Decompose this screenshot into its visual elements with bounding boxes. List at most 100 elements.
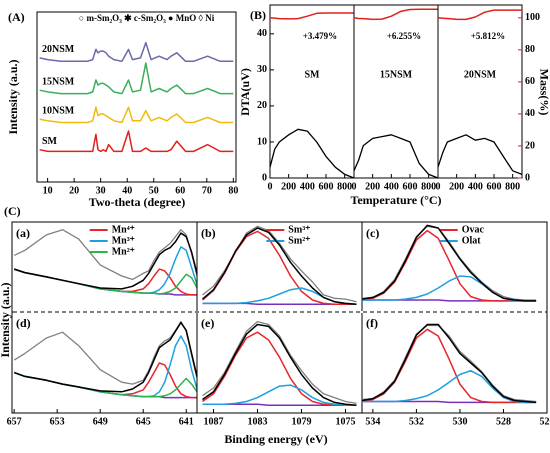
marker-key: ○ m-Sm₂O₃ ✱ c-Sm₂O₃ ● MnO ◊ Ni — [79, 13, 215, 23]
x-tick-label: 600 — [487, 181, 502, 192]
subplot-title: (a) — [16, 226, 30, 240]
subplot-title: 20NSM — [464, 69, 497, 80]
x-tick-label: 50 — [149, 185, 159, 196]
x-tick-label: 649 — [93, 416, 108, 427]
series-line — [39, 62, 234, 95]
plot-frame — [36, 11, 237, 183]
x-tick-label: 200 — [365, 181, 380, 192]
x-tick-label: 30 — [96, 185, 106, 196]
x-tick-label: 20 — [69, 185, 79, 196]
x-tick-label: 800 — [505, 181, 520, 192]
x-tick-label: 1079 — [292, 416, 312, 427]
series-line — [13, 229, 198, 281]
y2-tick-label: 0 — [525, 172, 530, 183]
series-line — [13, 232, 198, 290]
x-tick-label: 1083 — [248, 416, 268, 427]
y-tick-label: 30 — [257, 64, 267, 75]
series-label: 15NSM — [42, 76, 75, 87]
x-tick-label: 70 — [202, 185, 212, 196]
x-tick-label: 200 — [449, 181, 464, 192]
y2-tick-label: 40 — [525, 108, 535, 119]
x-tick-label: 1087 — [204, 416, 224, 427]
subplot-title: SM — [305, 69, 321, 80]
x-tick-label: 0 — [436, 181, 441, 192]
x-tick-label: 400 — [468, 181, 483, 192]
x-tick-label: 600 — [403, 181, 418, 192]
x-tick-label: 0 — [352, 181, 357, 192]
series-line — [353, 8, 438, 21]
legend-label: Sm²⁺ — [288, 235, 310, 246]
subplot-title: 15NSM — [380, 69, 413, 80]
x-axis-label: Two-theta (degree) — [89, 195, 186, 209]
annotation: +5.812% — [471, 31, 505, 41]
x-tick-label: 641 — [179, 416, 194, 427]
series-line — [362, 369, 537, 404]
series-line — [39, 106, 234, 124]
x-tick-label: 528 — [496, 416, 511, 427]
legend-label: Mn³⁺ — [112, 235, 135, 246]
series-line — [269, 128, 355, 179]
subplot-title: (f) — [366, 316, 378, 330]
x-tick-label: 534 — [365, 416, 380, 427]
series-line — [269, 12, 354, 20]
x-tick-label: 600 — [319, 181, 334, 192]
plot-frame — [437, 4, 523, 179]
y-tick-label: 40 — [257, 28, 267, 39]
series-line — [202, 331, 357, 407]
legend-label: Olat — [462, 235, 482, 246]
x-tick-label: 0 — [268, 181, 273, 192]
legend-label: Sm³⁺ — [288, 224, 310, 235]
panel-label: (B) — [250, 8, 266, 22]
x-tick-label: 10 — [43, 185, 53, 196]
panel-label: (C) — [4, 204, 21, 218]
series-line — [39, 130, 234, 153]
series-line — [353, 134, 439, 179]
series-line — [202, 323, 357, 407]
y-axis-label: Intensity (a.u.) — [6, 59, 20, 134]
y-tick-label: 0 — [262, 172, 267, 183]
y2-axis-label: Mass(%) — [537, 69, 550, 116]
x-tick-label: 800 — [421, 181, 436, 192]
x-tick-label: 200 — [281, 181, 296, 192]
x-tick-label: 40 — [122, 185, 132, 196]
y-axis-label: Intensity (a.u.) — [0, 282, 12, 357]
legend-label: Ovac — [462, 224, 485, 235]
series-label: 20NSM — [42, 44, 75, 55]
subplot-title: (c) — [366, 226, 379, 240]
x-tick-label: 400 — [384, 181, 399, 192]
series-line — [13, 320, 198, 385]
subplot-title: (d) — [16, 316, 31, 330]
y-axis-label: DTA(uV) — [238, 68, 252, 116]
series-line — [361, 224, 537, 302]
series-line — [39, 41, 234, 63]
x-tick-label: 1075 — [336, 416, 356, 427]
series-line — [13, 321, 198, 393]
x-tick-label: 657 — [7, 416, 22, 427]
x-tick-label: 800 — [337, 181, 352, 192]
x-tick-label: 60 — [175, 185, 185, 196]
subplot-title: (b) — [201, 226, 216, 240]
x-axis-label: Temperature (°C) — [350, 193, 441, 207]
panel-label: (A) — [8, 10, 25, 24]
y-tick-label: 20 — [257, 100, 267, 111]
annotation: +3.479% — [303, 31, 337, 41]
x-tick-label: 645 — [136, 416, 151, 427]
x-tick-label: 653 — [50, 416, 65, 427]
y-tick-label: 10 — [257, 136, 267, 147]
series-line — [202, 320, 357, 405]
annotation: +6.255% — [387, 31, 421, 41]
x-tick-label: 80 — [228, 185, 238, 196]
x-tick-label: 530 — [452, 416, 467, 427]
y2-tick-label: 60 — [525, 76, 535, 87]
series-label: SM — [42, 136, 58, 147]
legend-label: Mn⁴⁺ — [112, 224, 135, 235]
x-tick-label: 532 — [409, 416, 424, 427]
subplot-title: (e) — [201, 316, 214, 330]
y2-tick-label: 20 — [525, 140, 535, 151]
x-tick-label: 400 — [300, 181, 315, 192]
series-line — [437, 9, 522, 21]
series-label: 10NSM — [42, 105, 75, 116]
